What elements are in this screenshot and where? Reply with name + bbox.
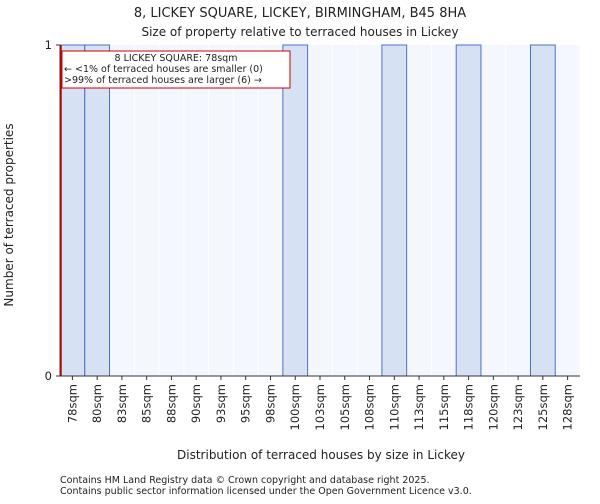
- x-tick-label: 95sqm: [239, 384, 253, 423]
- x-tick-label: 93sqm: [214, 384, 228, 423]
- x-tick-label: 113sqm: [412, 384, 426, 430]
- footer-line-1: Contains HM Land Registry data © Crown c…: [60, 475, 430, 486]
- bar-118sqm: [455, 44, 482, 377]
- bar-125sqm: [529, 44, 556, 377]
- y-tick-labels: 01: [45, 38, 60, 383]
- bars: [59, 44, 556, 377]
- chart-title: 8, LICKEY SQUARE, LICKEY, BIRMINGHAM, B4…: [134, 6, 466, 21]
- x-tick-label: 103sqm: [313, 384, 327, 430]
- x-tick-label: 80sqm: [90, 384, 104, 423]
- annotation-box: 8 LICKEY SQUARE: 78sqm ← <1% of terraced…: [61, 50, 291, 89]
- y-axis-label: Number of terraced properties: [2, 123, 16, 306]
- y-tick-label: 1: [45, 38, 52, 52]
- plot-background: [60, 45, 580, 376]
- x-tick-label: 115sqm: [437, 384, 451, 430]
- x-tick-label: 123sqm: [511, 384, 525, 430]
- chart-subtitle: Size of property relative to terraced ho…: [141, 25, 458, 39]
- x-tick-label: 120sqm: [486, 384, 500, 430]
- annotation-line-1: 8 LICKEY SQUARE: 78sqm: [115, 53, 238, 64]
- x-tick-label: 78sqm: [65, 384, 79, 423]
- annotation-line-2: ← <1% of terraced houses are smaller (0): [64, 64, 263, 75]
- x-tick-labels: 78sqm 80sqm 83sqm 85sqm 88sqm 90sqm 93sqm 95sqm…: [65, 376, 575, 430]
- bar-100sqm: [282, 44, 309, 377]
- y-tick-label: 0: [45, 369, 52, 383]
- x-tick-label: 128sqm: [561, 384, 575, 430]
- x-axis-label: Distribution of terraced houses by size …: [177, 448, 465, 462]
- x-tick-label: 105sqm: [338, 384, 352, 430]
- plot-area: [60, 45, 580, 376]
- annotation-line-3: >99% of terraced houses are larger (6) →: [64, 75, 262, 86]
- x-tick-label: 88sqm: [164, 384, 178, 423]
- bar-110sqm: [381, 44, 408, 377]
- x-tick-label: 90sqm: [189, 384, 203, 423]
- x-tick-label: 110sqm: [387, 384, 401, 430]
- x-tick-label: 98sqm: [263, 384, 277, 423]
- x-tick-label: 125sqm: [536, 384, 550, 430]
- footer-line-2: Contains public sector information licen…: [60, 486, 472, 497]
- x-tick-label: 85sqm: [140, 384, 154, 423]
- x-tick-label: 118sqm: [462, 384, 476, 430]
- bar-78sqm: [59, 44, 86, 377]
- x-tick-label: 108sqm: [363, 384, 377, 430]
- bar-80sqm: [84, 44, 111, 377]
- x-tick-label: 100sqm: [288, 384, 302, 430]
- x-tick-label: 83sqm: [115, 384, 129, 423]
- annotation-rect: [61, 50, 291, 89]
